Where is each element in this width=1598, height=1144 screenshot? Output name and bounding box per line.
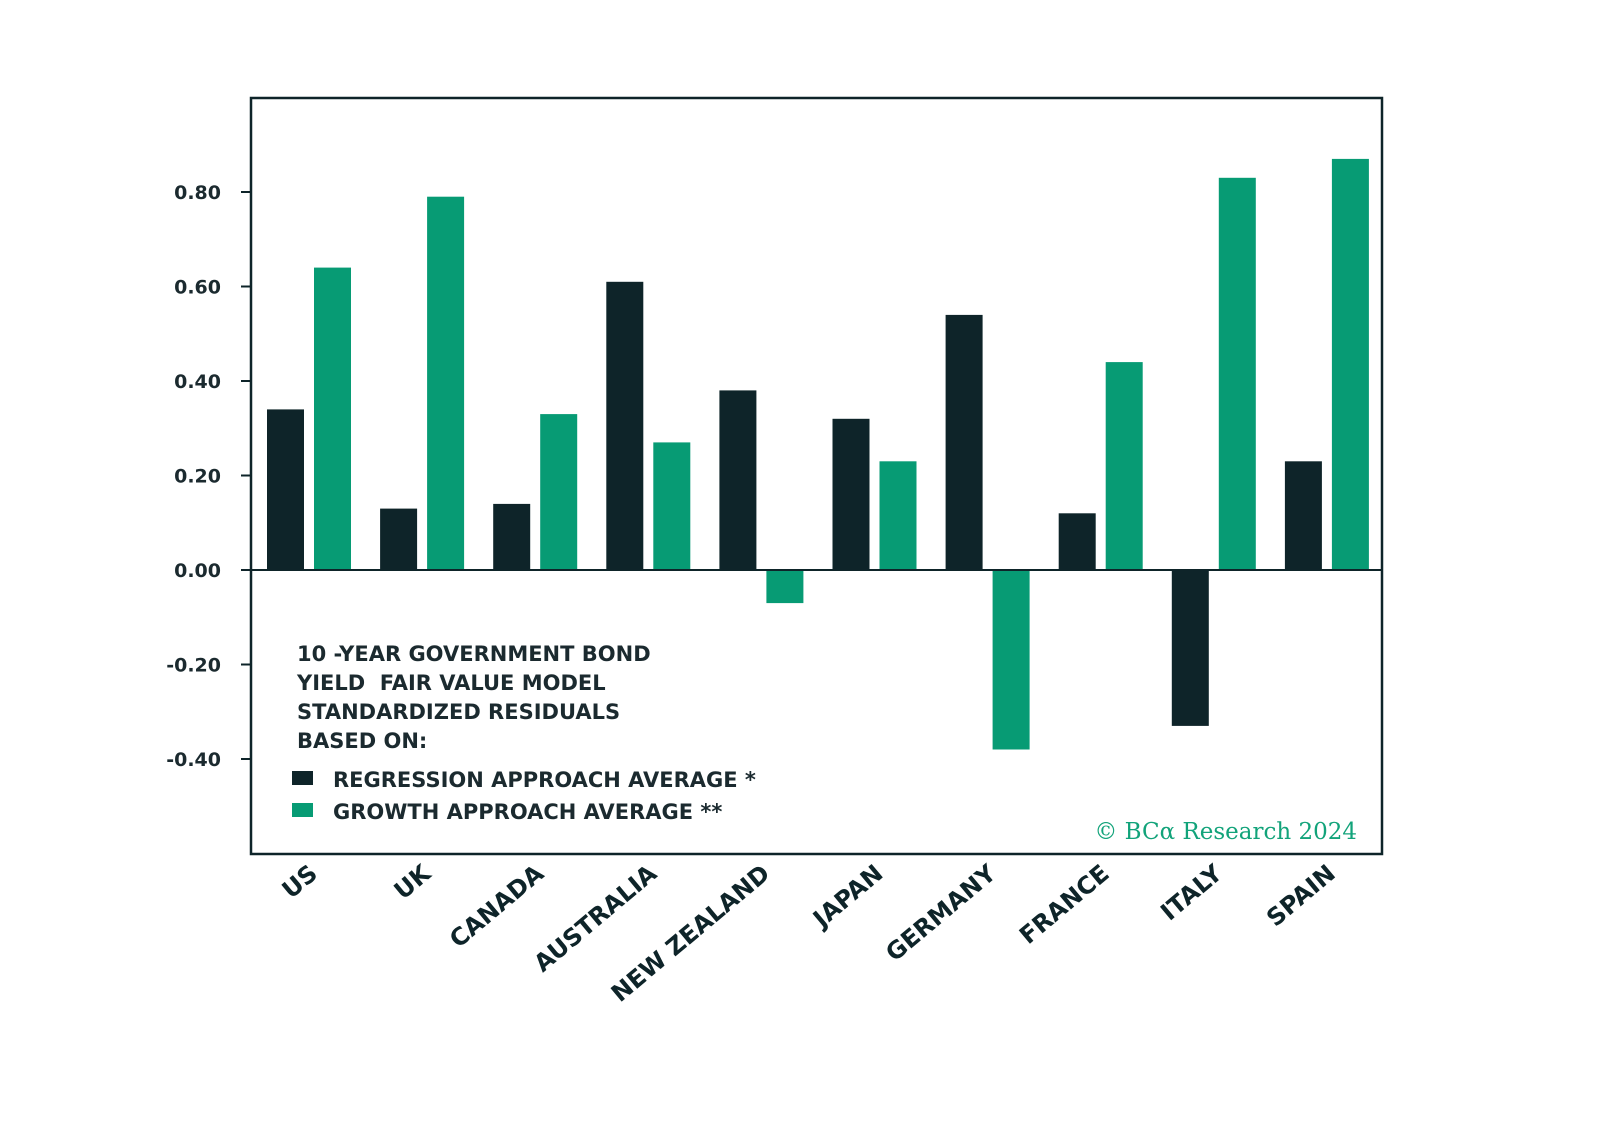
y-tick-label: -0.40 [166, 749, 221, 771]
legend-label-regression: REGRESSION APPROACH AVERAGE * [333, 768, 756, 792]
y-tick-label: 0.60 [174, 277, 221, 299]
y-tick-label: 0.40 [174, 371, 221, 393]
x-tick-label: FRANCE [1014, 859, 1114, 950]
bar-growth-us [314, 267, 351, 570]
bars-group [267, 158, 1369, 750]
bar-growth-uk [427, 196, 465, 570]
bar-growth-japan [879, 461, 917, 570]
bar-regression-us [267, 409, 304, 570]
credit-watermark: © BCα Research 2024 [1094, 819, 1357, 845]
x-tick-label: ITALY [1155, 859, 1228, 926]
bar-growth-spain [1331, 158, 1369, 570]
x-tick-label: GERMANY [880, 859, 1002, 967]
legend: 10 -YEAR GOVERNMENT BOND YIELD FAIR VALU… [292, 642, 756, 824]
legend-title-line-1: 10 -YEAR GOVERNMENT BOND [297, 642, 651, 666]
legend-swatch-growth [292, 803, 313, 817]
legend-swatch-regression [292, 771, 313, 785]
legend-title-line-4: BASED ON: [297, 729, 427, 753]
bar-regression-france [1058, 513, 1096, 570]
bar-growth-canada [540, 414, 578, 570]
bar-regression-japan [832, 418, 870, 570]
bar-growth-australia [653, 442, 691, 570]
bar-regression-new-zealand [719, 390, 757, 570]
y-tick-label: 0.00 [174, 560, 221, 582]
x-tick-label: JAPAN [806, 859, 888, 934]
bar-growth-new-zealand [766, 570, 804, 604]
x-tick-label: UK [389, 858, 437, 905]
y-tick-label: 0.80 [174, 182, 221, 204]
bar-regression-italy [1171, 570, 1209, 726]
bar-growth-italy [1218, 177, 1256, 571]
bar-growth-france [1105, 362, 1143, 570]
y-tick-label: -0.20 [166, 655, 221, 677]
legend-title-line-2: YIELD FAIR VALUE MODEL [296, 671, 606, 695]
bar-regression-germany [945, 314, 983, 570]
x-tick-label: US [277, 859, 323, 904]
y-tick-label: 0.20 [174, 466, 221, 488]
bar-regression-australia [606, 281, 644, 570]
y-axis: 0.80 0.60 0.40 0.20 0.00 -0.20 -0.40 [166, 182, 251, 771]
legend-label-growth: GROWTH APPROACH AVERAGE ** [333, 800, 722, 824]
legend-title-line-3: STANDARDIZED RESIDUALS [297, 700, 620, 724]
bar-regression-uk [380, 508, 418, 570]
bar-regression-canada [493, 503, 531, 570]
x-tick-label: SPAIN [1261, 859, 1340, 932]
bar-growth-germany [992, 570, 1030, 750]
bar-regression-spain [1284, 461, 1322, 570]
x-tick-label: CANADA [444, 859, 549, 954]
